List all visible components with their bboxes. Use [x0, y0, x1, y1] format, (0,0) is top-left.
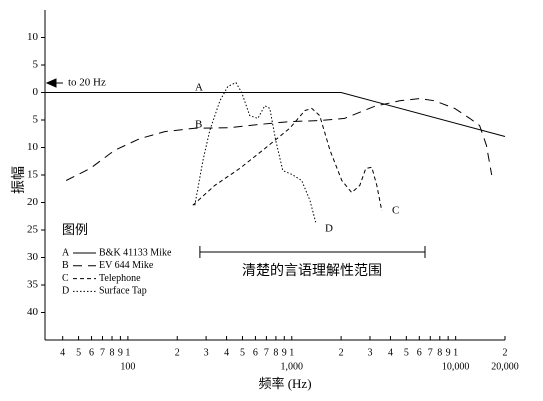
x-tick-label: 9	[118, 347, 123, 358]
range-label: 清楚的言语理解性范围	[242, 262, 382, 279]
x-tick-label: 1	[289, 347, 294, 358]
x-major-label: 100	[120, 361, 135, 372]
series-line	[45, 92, 506, 137]
y-tick-label: 25	[27, 224, 39, 236]
y-tick-label: 0	[33, 86, 39, 98]
x-major-label: 1,000	[281, 361, 304, 372]
x-tick-label: 2	[503, 347, 508, 358]
x-tick-label: 1	[125, 347, 130, 358]
legend-title: 图例	[62, 222, 88, 237]
x-tick-label: 6	[417, 347, 422, 358]
x-tick-label: 8	[437, 347, 442, 358]
series-line	[192, 107, 383, 211]
legend-letter: C	[62, 273, 69, 284]
series-line	[65, 97, 493, 181]
x-tick-label: 4	[60, 347, 65, 358]
x-tick-label: 5	[76, 347, 81, 358]
x-tick-label: 6	[253, 347, 258, 358]
x-tick-label: 3	[367, 347, 372, 358]
y-tick-label: 40	[27, 306, 39, 318]
y-tick-label: 5	[33, 114, 39, 126]
arrow	[45, 78, 63, 88]
x-tick-label: 1	[453, 347, 458, 358]
legend-letter: A	[62, 247, 70, 258]
annotation: to 20 Hz	[68, 77, 106, 89]
x-tick-label: 8	[273, 347, 278, 358]
y-axis-label: 振幅	[11, 166, 27, 194]
y-tick-label: 35	[27, 279, 39, 291]
legend-letter: D	[62, 286, 69, 297]
curve-label: B	[195, 119, 202, 131]
x-tick-label: 9	[282, 347, 287, 358]
curve-label: D	[325, 223, 333, 235]
x-tick-label: 2	[339, 347, 344, 358]
legend-label: B&K 41133 Mike	[99, 247, 172, 258]
legend-label: Surface Tap	[99, 286, 147, 297]
legend-label: EV 644 Mike	[99, 260, 154, 271]
x-tick-label: 8	[110, 347, 115, 358]
curve-label: A	[195, 82, 203, 94]
x-tick-label: 4	[388, 347, 393, 358]
y-tick-label: 10	[27, 31, 39, 43]
x-tick-label: 9	[446, 347, 451, 358]
legend-letter: B	[62, 260, 69, 271]
x-tick-label: 5	[240, 347, 245, 358]
x-tick-label: 2	[175, 347, 180, 358]
x-tick-label: 7	[264, 347, 269, 358]
curve-label: C	[392, 205, 399, 217]
x-tick-label: 3	[204, 347, 209, 358]
y-tick-label: 10	[27, 141, 39, 153]
x-tick-label: 7	[428, 347, 433, 358]
y-tick-label: 20	[27, 196, 39, 208]
x-major-label: 20,000	[491, 361, 519, 372]
x-tick-label: 5	[404, 347, 409, 358]
legend-label: Telephone	[99, 273, 141, 284]
x-tick-label: 4	[224, 347, 229, 358]
y-tick-label: 15	[27, 169, 39, 181]
series-line	[194, 81, 317, 223]
x-tick-label: 6	[89, 347, 94, 358]
y-tick-label: 30	[27, 251, 39, 263]
x-axis-label: 频率 (Hz)	[258, 376, 311, 391]
x-major-label: 10,000	[442, 361, 470, 372]
y-tick-label: 5	[33, 59, 39, 71]
x-tick-label: 7	[100, 347, 105, 358]
